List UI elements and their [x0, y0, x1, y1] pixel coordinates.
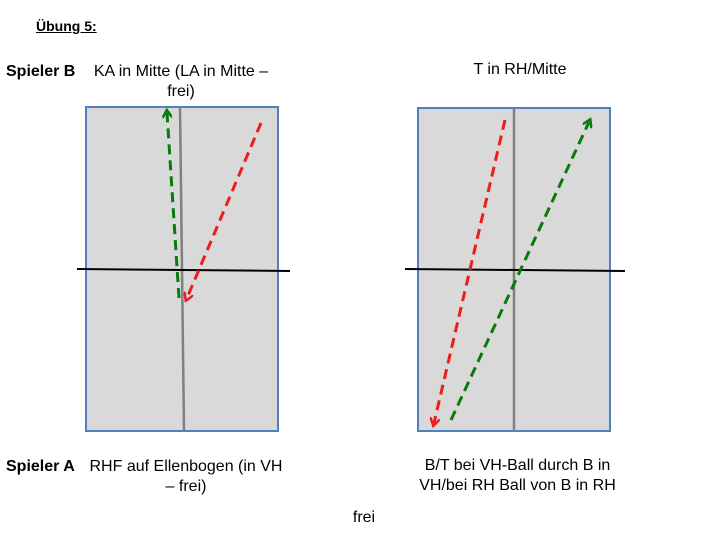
bottom-frei-label: frei — [352, 509, 376, 526]
player-a-instruction: RHF auf Ellenbogen (in VH – frei) — [89, 458, 283, 495]
right-red-arrow — [434, 119, 507, 423]
left-table — [76, 106, 291, 432]
player-a-label: Spieler A — [6, 458, 75, 475]
right-bottom-instruction: B/T bei VH-Ball durch B in VH/bei RH Bal… — [419, 457, 616, 494]
right-table — [404, 107, 626, 432]
right-green-arrow — [449, 122, 589, 421]
player-b-label: Spieler B — [6, 63, 76, 80]
exercise-title: Übung 5: — [36, 18, 97, 34]
player-b-instruction: KA in Mitte (LA in Mitte – frei) — [93, 63, 269, 100]
left-table-net — [76, 268, 291, 272]
right-top-instruction: T in RH/Mitte — [473, 61, 567, 78]
right-table-net — [404, 268, 626, 272]
